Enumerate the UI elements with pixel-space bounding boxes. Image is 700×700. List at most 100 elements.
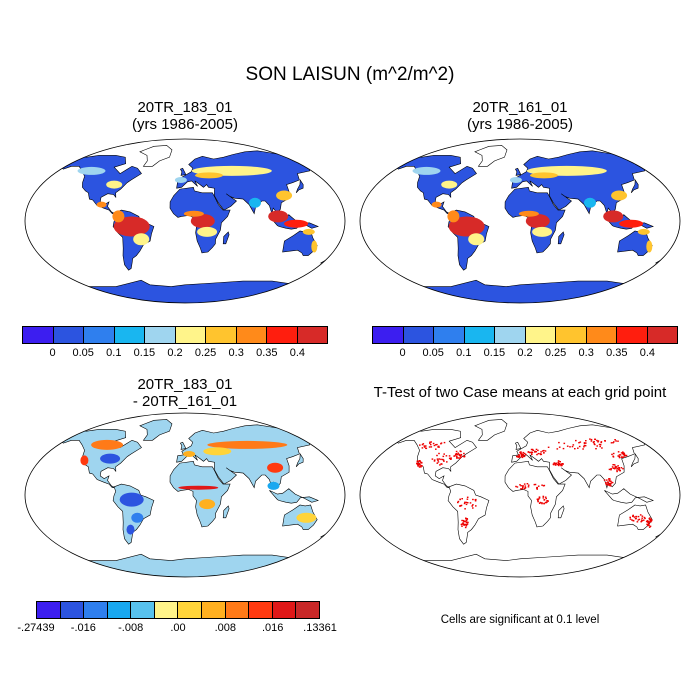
significant-cell [583,446,585,447]
colorbar-tick-label: -.016 [71,622,96,634]
significant-cell [441,442,443,443]
value-region [646,241,652,253]
significant-cell [557,464,559,465]
colorbar-tick-label: 0.35 [256,347,277,359]
colorbar-swatch [23,327,54,343]
colorbar-183 [22,326,328,344]
significant-cell [543,503,545,504]
land-antarctica [388,554,651,577]
significant-cell [624,455,626,456]
significant-cell [539,497,541,498]
significant-cell [426,448,428,449]
significant-cell [594,439,596,440]
value-region [284,220,308,228]
significant-cell [458,457,460,458]
significant-cell [609,469,611,470]
land-greenland [140,145,172,166]
significant-cell [612,466,614,467]
significant-cell [543,496,545,497]
significant-cell [629,517,631,518]
significant-cell [443,456,445,457]
value-region [112,210,124,222]
colorbar-swatch [495,327,526,343]
value-region [203,447,231,455]
colorbar-tick-label: -.27439 [17,622,54,634]
significant-cell [433,443,435,444]
significant-cell [559,447,561,448]
significant-cell [564,443,566,444]
colorbar-tick-label: 0.1 [106,347,121,359]
colorbar-swatch [404,327,435,343]
colorbar-swatch [61,602,85,618]
colorbar-tick-label: 0.4 [290,347,305,359]
significant-cell [613,453,615,454]
significant-cell [422,447,424,448]
value-region [468,233,484,245]
significant-cell [577,448,579,449]
significant-cell [527,483,529,484]
significant-cell [614,439,616,440]
colorbar-difference-labels: -.27439 -.016 -.008.00.008.016.13361 [36,622,320,636]
value-region [91,440,123,450]
value-region [519,211,539,217]
significant-cell [475,499,477,500]
significant-cell [437,460,439,461]
significant-cell [582,448,584,449]
significant-cell [562,463,564,464]
significant-cell [461,498,463,499]
significant-cell [547,500,549,501]
colorbar-swatch [249,602,273,618]
significant-cell [611,442,613,443]
significant-cell [515,486,517,487]
significant-cell [421,462,423,463]
significant-cell [544,499,546,500]
significant-cell [450,459,452,460]
significant-cell [543,450,545,451]
significant-cell [437,463,439,464]
significant-cell [443,461,445,462]
value-region [199,499,215,509]
significant-cell [517,486,519,487]
colorbar-swatch [273,602,297,618]
panel4-title: T-Test of two Case means at each grid po… [355,384,685,401]
figure-title: SON LAISUN (m^2/m^2) [0,64,700,86]
significant-cell [461,526,463,527]
colorbar-tick-label: 0 [50,347,56,359]
significant-cell [615,467,617,468]
significant-cell [531,454,533,455]
significant-cell [617,465,619,466]
significant-cell [596,445,598,446]
significant-cell [644,517,646,518]
significant-cell [613,456,615,457]
significant-cell [557,448,559,449]
significant-cell [524,453,526,454]
value-region [133,233,149,245]
significant-cell [528,485,530,486]
significant-cell [524,483,526,484]
value-region [303,229,315,235]
significant-cell [597,441,599,442]
land-greenland [475,145,507,166]
significant-cell [459,457,461,458]
southeast-asia-high-lai [268,210,288,222]
significant-cell [641,518,643,519]
land-uk [180,442,185,449]
land-japan [296,180,303,193]
significant-cell [464,502,466,503]
significant-cell [422,444,424,445]
colorbar-swatch [648,327,678,343]
significant-cell [464,503,466,504]
significant-cell [446,461,448,462]
value-region [447,210,459,222]
significant-cell [617,468,619,469]
value-region [441,181,457,189]
land-antarctica [388,280,651,303]
significance-note: Cells are significant at 0.1 level [355,614,685,626]
value-region [611,191,627,201]
significant-cell [585,440,587,441]
significant-cell [617,441,619,442]
value-region [296,513,316,523]
land-northAmerica [395,429,476,487]
colorbar-tick-label: 0.1 [456,347,471,359]
colorbar-swatch [434,327,465,343]
